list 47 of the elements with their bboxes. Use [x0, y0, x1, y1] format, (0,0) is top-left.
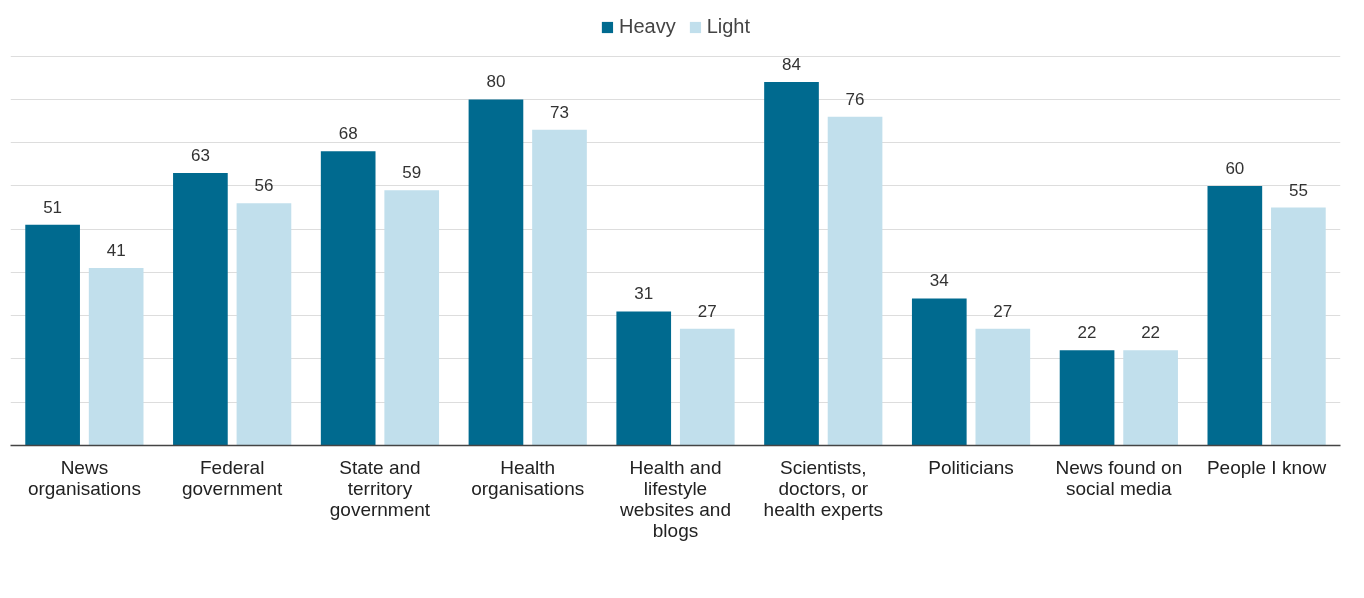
bar: [764, 82, 819, 446]
data-label: 31: [634, 284, 654, 304]
bar: [679, 328, 735, 446]
data-label: 63: [190, 145, 210, 165]
x-tick-label: News organisations: [27, 456, 141, 499]
bar: [911, 298, 967, 446]
x-tick-label: Federal government: [182, 456, 284, 499]
data-label: 76: [845, 89, 865, 109]
bar: [88, 268, 144, 446]
bar: [468, 99, 524, 446]
x-tick-label: Health organisations: [471, 456, 585, 499]
x-tick-label: Scientists, doctors, or health experts: [763, 456, 883, 520]
data-label: 56: [254, 176, 274, 196]
bar: [1271, 207, 1326, 446]
data-label: 68: [338, 124, 358, 144]
bar: [173, 172, 228, 446]
data-label: 80: [486, 72, 506, 92]
x-tick-label: Health and lifestyle websites and blogs: [619, 456, 731, 541]
data-label: 41: [106, 241, 126, 261]
bar: [236, 203, 292, 446]
legend-label: Heavy: [618, 15, 676, 38]
data-label: 60: [1225, 158, 1245, 178]
x-tick-label: State and territory government: [329, 456, 431, 520]
x-tick-label: People I know: [1206, 456, 1327, 478]
data-label: 27: [993, 301, 1013, 321]
data-label: 27: [697, 301, 717, 321]
data-label: 22: [1141, 323, 1161, 343]
bar: [827, 116, 883, 446]
data-label: 22: [1077, 323, 1097, 343]
bar: [975, 328, 1031, 446]
bar: [320, 151, 376, 446]
bar: [1123, 350, 1178, 446]
bar: [25, 224, 80, 446]
data-label: 59: [402, 163, 422, 183]
data-label: 84: [782, 55, 801, 75]
bar: [1059, 350, 1115, 446]
bar: [384, 190, 440, 446]
x-tick-label: Politicians: [928, 456, 1014, 478]
data-label: 34: [929, 271, 949, 291]
bar: [532, 129, 587, 446]
bar: [616, 311, 672, 446]
data-label: 51: [43, 197, 63, 217]
data-label: 73: [550, 102, 569, 122]
data-label: 55: [1288, 180, 1308, 200]
bar: [1207, 185, 1263, 446]
x-tick-label: News found on social media: [1055, 456, 1183, 499]
legend-label: Light: [706, 15, 751, 38]
